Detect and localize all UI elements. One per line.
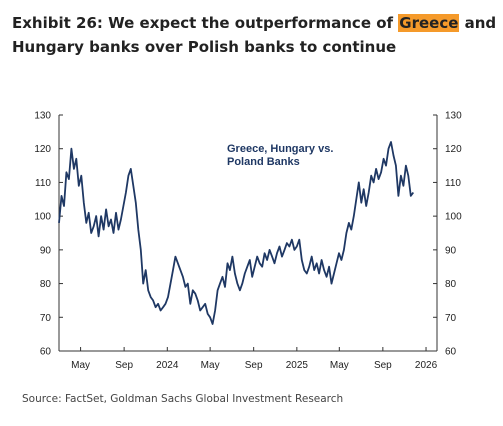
y-tick-label-left: 130 <box>34 111 51 122</box>
x-tick-label: May <box>71 360 90 371</box>
x-tick-label: 2026 <box>415 360 438 371</box>
y-tick-label-right: 120 <box>445 144 462 155</box>
y-tick-label-left: 60 <box>40 347 52 358</box>
series-line <box>58 141 415 325</box>
y-tick-label-right: 80 <box>445 279 457 290</box>
y-tick-label-left: 70 <box>40 313 52 324</box>
y-tick-label-right: 110 <box>445 178 461 189</box>
y-tick-label-left: 110 <box>35 178 51 189</box>
x-tick-label: Sep <box>245 360 263 371</box>
annotation-line-1: Greece, Hungary vs. <box>227 143 333 155</box>
y-tick-label-right: 90 <box>445 245 457 256</box>
x-tick-label: Sep <box>115 360 133 371</box>
plot-frame <box>58 115 438 352</box>
axis-labels: 60 60 70 70 80 80 90 90 100 100 110 110 120 120 130 130… <box>34 111 462 372</box>
title-highlight-greece: Greece <box>398 14 460 32</box>
y-tick-label-right: 60 <box>445 347 457 358</box>
x-tick-label: May <box>330 360 349 371</box>
exhibit-title: Exhibit 26: We expect the outperformance… <box>12 11 498 59</box>
y-tick-label-right: 130 <box>445 111 462 122</box>
y-tick-label-left: 90 <box>40 245 52 256</box>
y-tick-label-left: 120 <box>34 144 51 155</box>
y-tick-label-right: 100 <box>445 212 462 223</box>
axis-ticks <box>59 114 437 352</box>
y-tick-label-left: 100 <box>34 212 51 223</box>
x-tick-label: May <box>201 360 220 371</box>
source-note: Source: FactSet, Goldman Sachs Global In… <box>22 393 344 405</box>
x-tick-label: 2025 <box>286 360 309 371</box>
annotation: Greece, Hungary vs. Poland Banks <box>227 143 333 168</box>
y-tick-label-right: 70 <box>445 313 457 324</box>
annotation-line-2: Poland Banks <box>227 156 300 168</box>
title-text-end: and Hungary banks over Polish banks to c… <box>12 14 497 56</box>
title-text-start: Exhibit 26: We expect the outperformance… <box>12 14 399 32</box>
y-tick-label-left: 80 <box>40 279 52 290</box>
x-tick-label: 2024 <box>156 360 179 371</box>
x-tick-label: Sep <box>374 360 392 371</box>
